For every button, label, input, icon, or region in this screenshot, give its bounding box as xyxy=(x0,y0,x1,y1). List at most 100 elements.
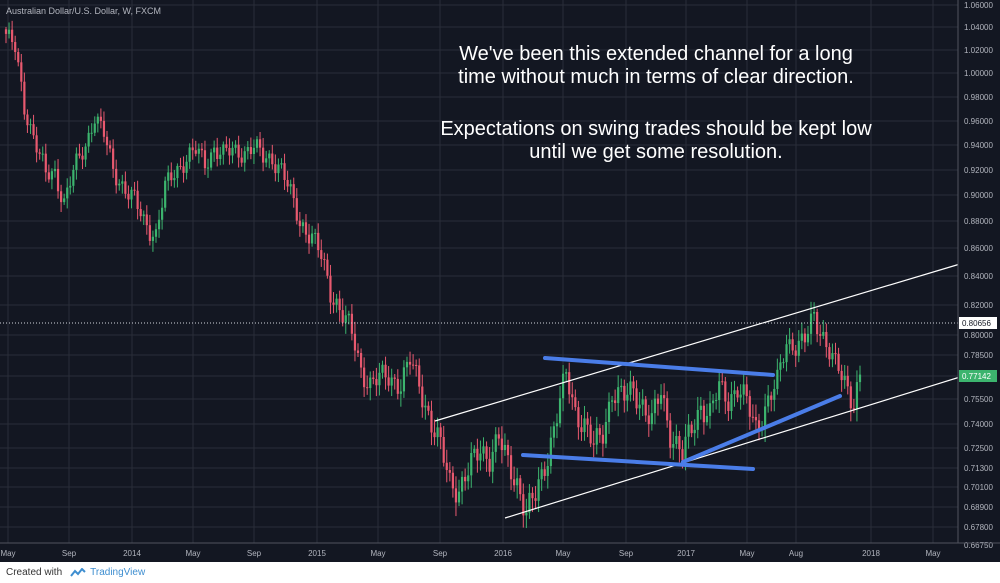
candle xyxy=(277,158,280,183)
candle xyxy=(29,118,32,134)
candle xyxy=(733,380,736,407)
candle xyxy=(225,136,228,152)
candle xyxy=(445,449,448,483)
candle xyxy=(457,479,461,507)
candle xyxy=(213,140,216,162)
candle xyxy=(451,466,454,498)
candle xyxy=(341,298,344,327)
candle xyxy=(715,392,718,410)
resistance-trendline[interactable] xyxy=(543,356,775,377)
candle xyxy=(531,487,534,512)
candle xyxy=(301,219,305,233)
chart-title: Australian Dollar/U.S. Dollar, W, FXCM xyxy=(6,6,161,16)
candle xyxy=(4,27,8,44)
support-trendline[interactable] xyxy=(521,453,755,471)
candle xyxy=(314,228,317,245)
price-chart[interactable]: 1.06000 1.04000 1.02000 1.00000 0.98000 0.960… xyxy=(0,0,1000,562)
candle xyxy=(329,264,332,314)
time-axis[interactable] xyxy=(0,543,958,562)
candle xyxy=(418,358,421,394)
candle xyxy=(216,137,219,167)
candle xyxy=(659,384,663,410)
candle xyxy=(262,137,265,172)
candle xyxy=(638,392,641,420)
candle xyxy=(467,462,470,490)
candle xyxy=(344,305,347,334)
trendlines xyxy=(0,263,961,519)
channel-lower-line[interactable] xyxy=(504,376,961,519)
price-tick-label: 0.66750 xyxy=(964,541,993,550)
candle xyxy=(794,344,797,367)
candle xyxy=(439,422,442,450)
last-price-value: 0.77142 xyxy=(962,372,991,381)
candle xyxy=(565,368,568,382)
price-tick-label: 0.90000 xyxy=(964,191,993,200)
candle xyxy=(479,440,482,471)
candle xyxy=(121,174,124,194)
candle xyxy=(442,425,445,467)
candle xyxy=(47,164,50,183)
candle xyxy=(148,214,151,246)
channel-upper-line[interactable] xyxy=(434,263,961,422)
candle xyxy=(35,126,38,163)
candle xyxy=(702,399,705,435)
candle xyxy=(157,209,161,238)
time-tick-label: May xyxy=(0,549,15,558)
candle xyxy=(711,394,715,413)
reference-price-value: 0.80656 xyxy=(962,319,991,328)
candle xyxy=(626,383,629,412)
candle xyxy=(577,400,580,440)
candle xyxy=(246,141,249,160)
candle xyxy=(320,239,323,267)
candle xyxy=(274,154,277,182)
time-tick-label: May xyxy=(370,549,385,558)
candle xyxy=(580,414,583,441)
candle xyxy=(252,139,256,165)
candle xyxy=(197,143,200,164)
candle xyxy=(558,385,562,428)
time-tick-label: Sep xyxy=(62,549,77,558)
candle xyxy=(503,433,507,456)
candle xyxy=(754,404,758,432)
candle xyxy=(837,347,840,374)
candle xyxy=(834,342,837,365)
time-tick-label: 2018 xyxy=(862,549,880,558)
candle xyxy=(497,427,500,446)
candle xyxy=(788,328,791,354)
price-tick-label: 0.70100 xyxy=(964,483,993,492)
time-tick-label: 2016 xyxy=(494,549,512,558)
candle xyxy=(87,125,90,153)
candle xyxy=(167,165,170,191)
candle xyxy=(828,342,831,367)
candle xyxy=(347,310,350,325)
candle xyxy=(390,368,393,397)
rising-trendline[interactable] xyxy=(681,394,842,464)
tradingview-brand-link[interactable]: TradingView xyxy=(90,567,146,578)
price-axis[interactable] xyxy=(958,0,1000,562)
candle xyxy=(75,147,78,180)
candle xyxy=(292,177,295,208)
time-tick-label: May xyxy=(185,549,200,558)
candle xyxy=(678,430,681,463)
candle xyxy=(96,113,99,133)
tradingview-logo-icon xyxy=(70,567,86,578)
candle xyxy=(840,364,843,392)
candle xyxy=(145,205,148,235)
candle xyxy=(255,136,259,153)
candle xyxy=(791,332,794,355)
candle xyxy=(454,476,458,517)
candle xyxy=(170,162,173,187)
candle xyxy=(310,225,314,247)
candle xyxy=(855,370,859,422)
time-tick-label: Sep xyxy=(433,549,448,558)
candle xyxy=(234,140,237,154)
candle xyxy=(11,20,14,50)
price-tick-label: 0.78500 xyxy=(964,351,993,360)
candle xyxy=(586,412,589,438)
candle xyxy=(494,427,497,463)
candle xyxy=(745,376,748,404)
last-price-label: 0.77142 xyxy=(959,370,997,382)
candle xyxy=(757,413,761,441)
time-tick-label: 2014 xyxy=(123,549,141,558)
